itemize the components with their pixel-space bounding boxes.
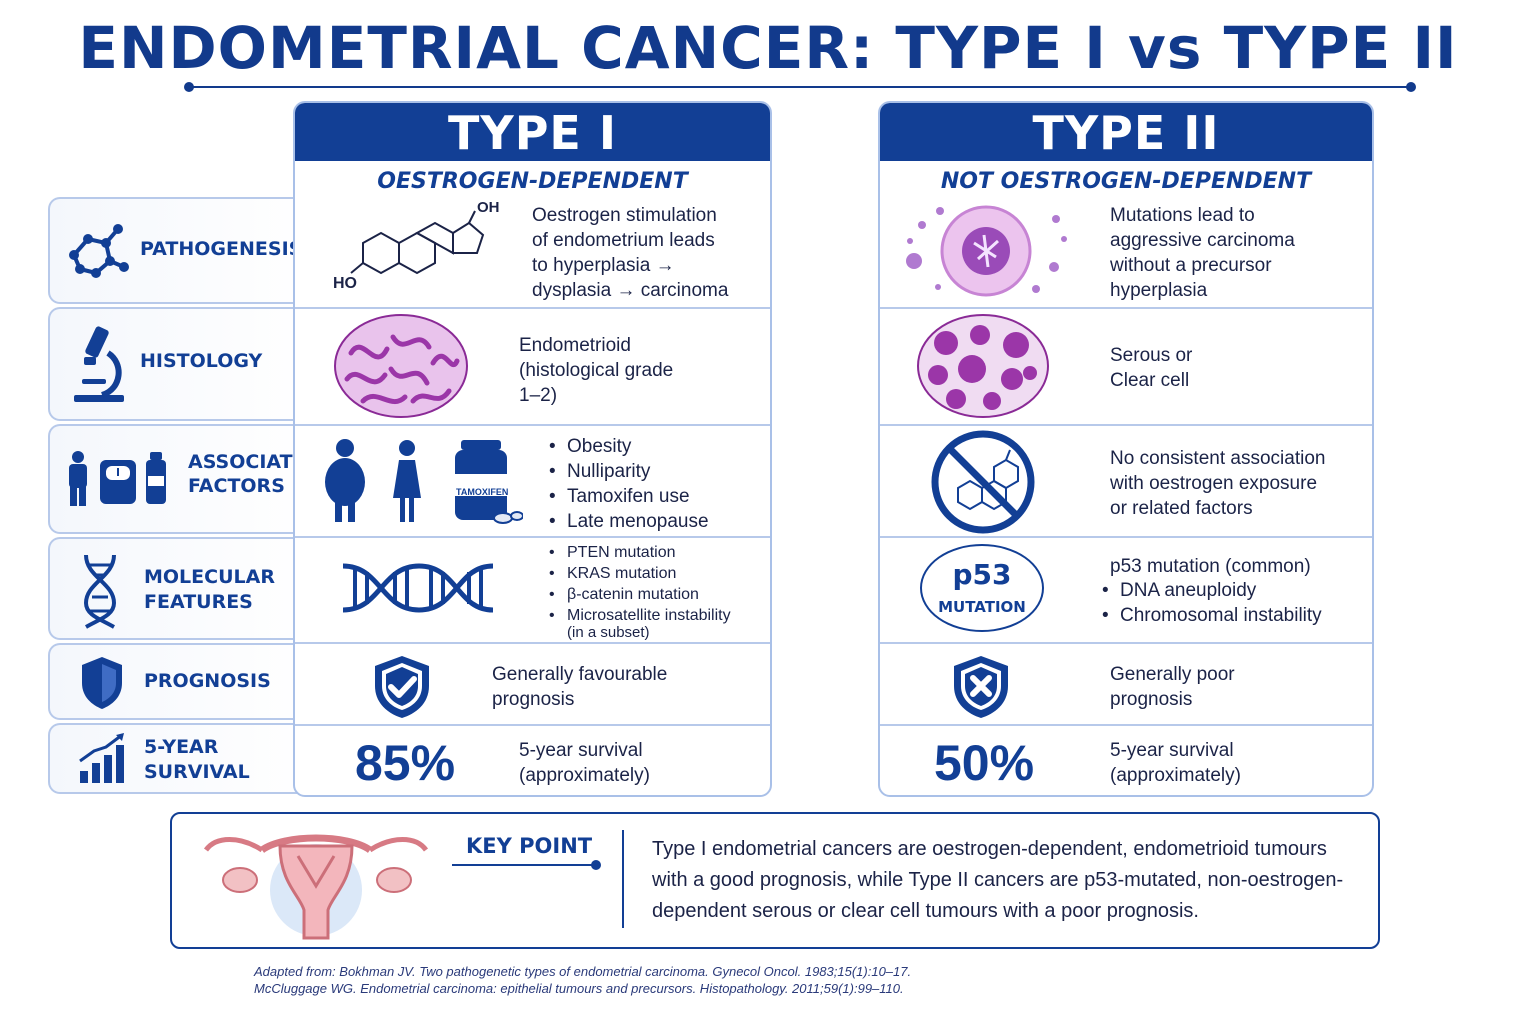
type2-associated-text: No consistent association with oestrogen… xyxy=(1110,448,1326,519)
type1-column: TYPE I OESTROGEN-DEPENDENT HO OH Oestrog… xyxy=(293,101,772,797)
type1-histology-text: Endometrioid (histological grade 1–2) xyxy=(519,335,674,406)
row-label-associated: ASSOCIATED FACTORS xyxy=(48,424,321,534)
type2-molecular-cell: p53 MUTATION p53 mutation (common) DNA a… xyxy=(880,536,1372,642)
steroid-oh-label: OH xyxy=(477,199,500,216)
steroid-structure-icon xyxy=(350,210,485,275)
row-label-text: PROGNOSIS xyxy=(144,670,271,692)
shield-icon xyxy=(82,657,122,709)
type1-subtitle: OESTROGEN-DEPENDENT xyxy=(377,169,688,194)
list-item: PTEN mutation xyxy=(549,542,731,563)
row-label-text: HISTOLOGY xyxy=(140,350,263,372)
type2-molecular-head: p53 mutation (common) xyxy=(1110,556,1311,577)
divider-dot-right xyxy=(1406,82,1416,92)
type1-molecular-list: PTEN mutation KRAS mutation β-catenin mu… xyxy=(549,542,731,626)
dna-helix-icon xyxy=(342,563,494,613)
type2-histology-text: Serous or Clear cell xyxy=(1110,345,1193,391)
type2-survival-text: 5-year survival (approximately) xyxy=(1110,740,1241,786)
key-point-text: Type I endometrial cancers are oestrogen… xyxy=(652,838,1344,922)
uterus-illustration xyxy=(203,834,429,940)
shield-x-icon xyxy=(954,656,1008,718)
row-label-text: FEATURES xyxy=(144,591,253,613)
page-title: ENDOMETRIAL CANCER: TYPE I vs TYPE II xyxy=(78,14,1458,82)
key-point-box: KEY POINT Type I endometrial cancers are… xyxy=(170,812,1380,949)
type1-associated-cell: TAMOXIFEN Obesity Nulliparity Tamoxifen … xyxy=(295,424,770,536)
p53-badge-sub: MUTATION xyxy=(938,598,1026,616)
list-item: Microsatellite instability xyxy=(549,605,731,626)
dna-icon xyxy=(83,554,117,629)
no-oestrogen-icon xyxy=(931,430,1035,534)
type2-molecular-list: DNA aneuploidy Chromosomal instability xyxy=(1102,578,1322,628)
type1-prognosis-text: Generally favourable prognosis xyxy=(492,664,668,710)
list-item: DNA aneuploidy xyxy=(1102,578,1322,603)
type2-pathogenesis-text: Mutations lead to aggressive carcinoma w… xyxy=(1110,205,1295,301)
microscope-icon xyxy=(74,326,124,402)
row-label-text: PATHOGENESIS xyxy=(140,238,303,260)
p53-badge-text: p53 xyxy=(952,558,1012,591)
type1-prognosis-cell: Generally favourable prognosis xyxy=(295,642,770,724)
title-divider xyxy=(188,86,1410,88)
list-item: Nulliparity xyxy=(549,459,709,484)
type1-pathogenesis-text: Oestrogen stimulation of endometrium lea… xyxy=(532,205,729,301)
type1-survival-cell: 85% 5-year survival (approximately) xyxy=(295,724,770,795)
row-label-prognosis: PROGNOSIS xyxy=(48,643,308,720)
type1-associated-list: Obesity Nulliparity Tamoxifen use Late m… xyxy=(549,434,709,534)
associated-factors-icon xyxy=(69,451,166,506)
row-label-histology: HISTOLOGY xyxy=(48,307,308,421)
type1-molecular-note: (in a subset) xyxy=(567,624,650,641)
type2-header: TYPE II xyxy=(880,103,1372,161)
key-point-separator xyxy=(622,830,624,928)
list-item: Tamoxifen use xyxy=(549,484,709,509)
type1-histology-cell: Endometrioid (histological grade 1–2) xyxy=(295,307,770,424)
list-item: KRAS mutation xyxy=(549,563,731,584)
divider-dot-left xyxy=(184,82,194,92)
list-item: Chromosomal instability xyxy=(1102,603,1322,628)
type2-associated-cell: No consistent association with oestrogen… xyxy=(880,424,1372,536)
row-label-molecular: MOLECULAR FEATURES xyxy=(48,537,308,640)
row-label-survival: 5-YEAR SURVIVAL xyxy=(48,723,308,794)
risk-factors-icon xyxy=(325,439,523,524)
row-label-text: FACTORS xyxy=(188,475,285,497)
type2-survival-cell: 50% 5-year survival (approximately) xyxy=(880,724,1372,795)
mutated-cell-icon xyxy=(906,205,1067,297)
type2-survival-value: 50% xyxy=(934,735,1035,791)
p53-badge: p53 MUTATION xyxy=(920,544,1044,632)
key-point-dot xyxy=(591,860,601,870)
reference-1: Adapted from: Bokhman JV. Two pathogenet… xyxy=(254,964,912,979)
row-label-text: ASSOCIATED xyxy=(188,451,322,473)
type2-prognosis-cell: Generally poor prognosis xyxy=(880,642,1372,724)
type1-pathogenesis-cell: HO OH Oestrogen stimulation of endometri… xyxy=(295,199,770,307)
row-label-text: 5-YEAR xyxy=(144,736,219,758)
type1-header: TYPE I xyxy=(295,103,770,161)
list-item: Obesity xyxy=(549,434,709,459)
key-point-label: KEY POINT xyxy=(466,834,593,858)
row-label-text: MOLECULAR xyxy=(144,566,275,588)
type2-column: TYPE II NOT OESTROGEN-DEPENDENT Mutation… xyxy=(878,101,1374,797)
molecule-icon xyxy=(69,224,129,278)
shield-check-icon xyxy=(375,656,429,718)
chart-up-icon xyxy=(79,733,124,783)
endometrioid-tissue-image xyxy=(334,314,468,418)
serous-tissue-image xyxy=(917,314,1049,418)
reference-2: McCluggage WG. Endometrial carcinoma: ep… xyxy=(254,981,904,996)
type2-pathogenesis-cell: Mutations lead to aggressive carcinoma w… xyxy=(880,201,1372,307)
type2-prognosis-text: Generally poor prognosis xyxy=(1110,664,1235,710)
row-label-pathogenesis: PATHOGENESIS xyxy=(48,197,308,304)
list-item: β-catenin mutation xyxy=(549,584,731,605)
key-point-underline xyxy=(452,864,596,866)
type2-histology-cell: Serous or Clear cell xyxy=(880,307,1372,424)
type1-survival-value: 85% xyxy=(355,735,456,791)
type1-survival-text: 5-year survival (approximately) xyxy=(519,740,650,786)
type2-subtitle: NOT OESTROGEN-DEPENDENT xyxy=(940,169,1312,194)
row-label-text: SURVIVAL xyxy=(144,761,250,783)
type1-molecular-cell: PTEN mutation KRAS mutation β-catenin mu… xyxy=(295,536,770,642)
steroid-ho-label: HO xyxy=(333,275,357,292)
list-item: Late menopause xyxy=(549,509,709,534)
tamoxifen-label: TAMOXIFEN xyxy=(456,487,509,497)
